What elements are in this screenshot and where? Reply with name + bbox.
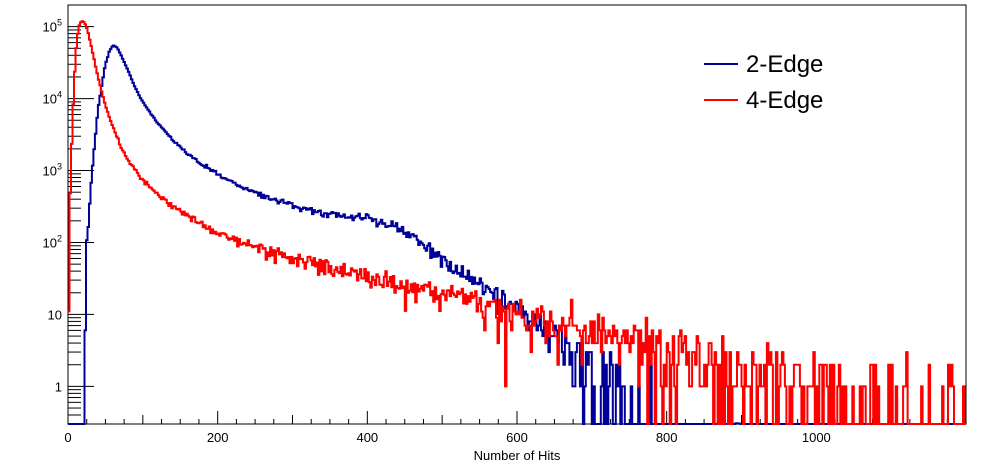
series-layer [68,20,966,425]
y-tick-label: 1 [55,379,62,394]
x-axis: 0 200 400 600 800 1000 [64,411,967,445]
y-tick-label: 10 [48,307,62,322]
x-tick-label: 400 [356,430,378,445]
x-tick-label: 200 [207,430,229,445]
series-line-2-edge [68,44,966,425]
legend: 2-Edge 4-Edge [704,51,823,114]
series-line-4-edge [68,20,966,425]
y-tick-label: 105 [43,18,62,35]
plot-area [67,4,967,425]
legend-label: 4-Edge [746,87,823,114]
x-tick-label: 1000 [802,430,831,445]
y-tick-label: 104 [43,90,62,107]
x-tick-label: 600 [506,430,528,445]
x-tick-label: 800 [656,430,678,445]
y-tick-label: 103 [43,162,62,179]
y-axis: 1 10 102 103 104 105 [43,4,94,425]
x-axis-title: Number of Hits [474,448,561,463]
x-tick-label: 0 [64,430,71,445]
legend-label: 2-Edge [746,51,823,78]
y-tick-label: 102 [43,233,62,250]
